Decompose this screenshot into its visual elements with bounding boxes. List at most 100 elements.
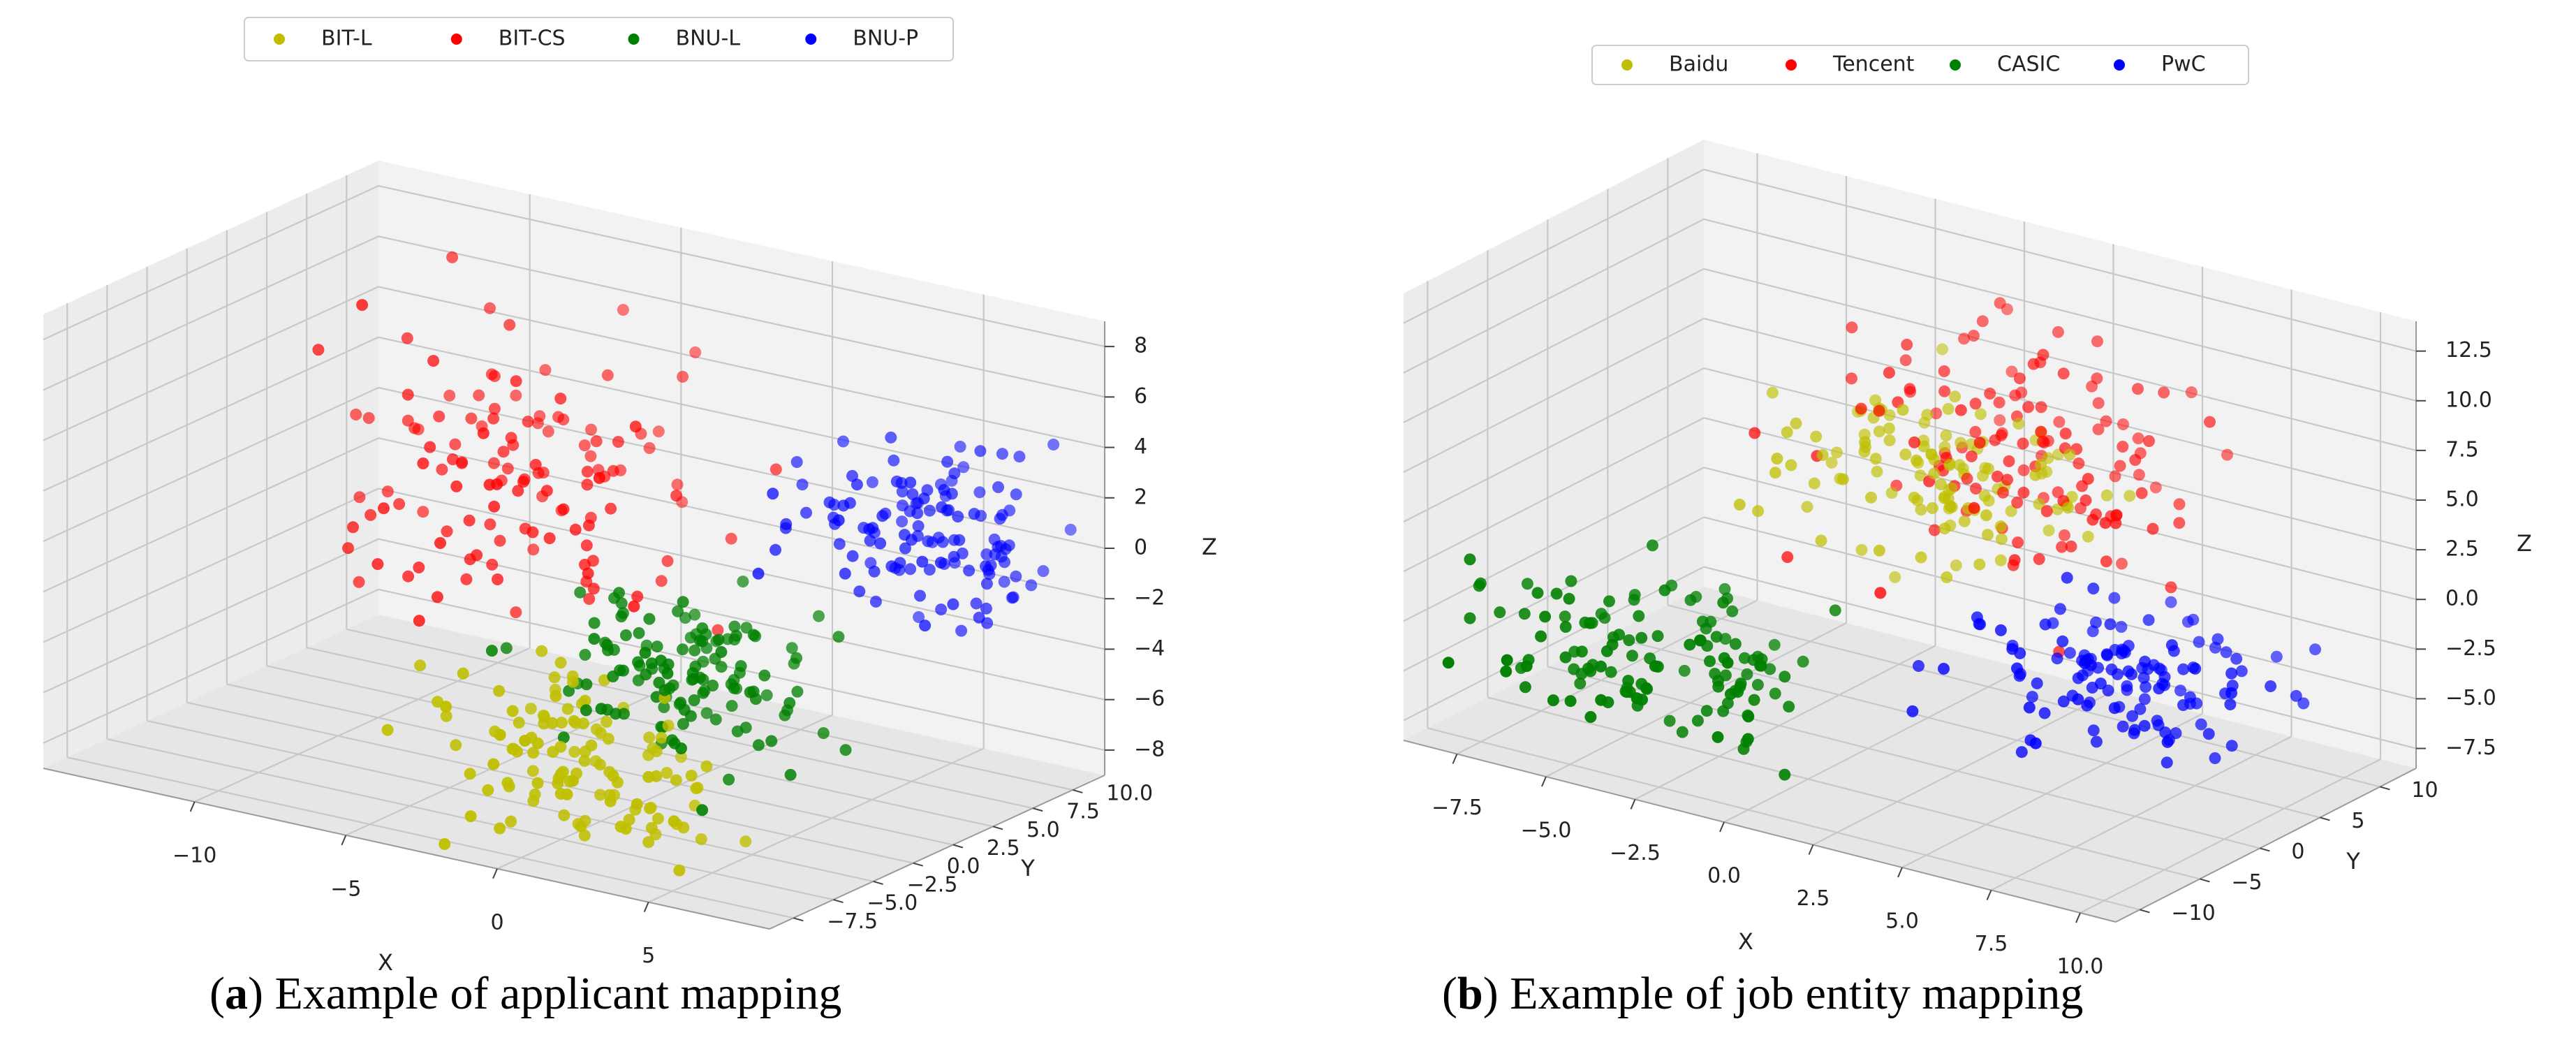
point-tencent (1930, 407, 1943, 420)
point-casic (1829, 604, 1841, 617)
point-casic (1719, 633, 1732, 645)
point-casic (1621, 686, 1633, 698)
point-pwc (2056, 635, 2069, 647)
z-tick-label: 0 (1134, 536, 1147, 560)
point-tencent (2117, 441, 2129, 453)
point-casic (1559, 610, 1571, 623)
point-bit-cs (531, 417, 544, 430)
x-axis-line (1403, 740, 2117, 923)
point-baidu (1978, 490, 1991, 502)
point-bnu-l (688, 694, 700, 706)
grid-z-left (1403, 168, 1705, 324)
point-casic (1595, 694, 1607, 706)
grid-y-floor (67, 756, 794, 919)
point-bit-l (607, 770, 619, 782)
point-tencent (2012, 536, 2024, 549)
point-bnu-p (941, 455, 954, 468)
point-tencent (2017, 486, 2030, 499)
point-pwc (2038, 707, 2051, 719)
point-pwc (2137, 671, 2150, 684)
point-bit-cs (540, 485, 553, 497)
point-tencent (1874, 587, 1887, 599)
grid-x-floor (648, 747, 985, 903)
point-tencent (1961, 472, 1973, 485)
grid-x-floor (1901, 713, 2203, 868)
point-tencent (1883, 367, 1895, 379)
grid-z-back (378, 386, 1105, 550)
point-bnu-p (846, 550, 859, 562)
point-bnu-p (832, 514, 845, 527)
x-tick (1719, 821, 1725, 833)
point-casic (1635, 631, 1648, 644)
point-bit-cs (494, 534, 506, 547)
point-tencent (2143, 435, 2155, 447)
point-bnu-l (686, 667, 699, 679)
y-tick-label: 10 (2411, 778, 2438, 803)
point-bnu-l (658, 701, 670, 713)
point-bit-cs (353, 576, 365, 588)
point-bnu-l (639, 647, 652, 659)
point-bit-l (594, 759, 606, 771)
point-bit-cs (517, 476, 529, 488)
point-pwc (2104, 618, 2117, 631)
x-axis-label: X (1738, 928, 1753, 955)
point-baidu (1781, 426, 1793, 439)
point-pwc (1971, 611, 1983, 624)
point-baidu (1938, 522, 1951, 535)
point-bnu-p (833, 538, 846, 550)
point-bnu-p (980, 602, 992, 615)
point-bit-l (604, 795, 617, 807)
point-bnu-p (974, 445, 987, 457)
point-tencent (2149, 481, 2162, 494)
point-baidu (1855, 543, 1868, 556)
point-bit-cs (487, 412, 500, 425)
point-casic (1564, 695, 1577, 708)
point-tencent (2158, 386, 2170, 399)
point-baidu (1928, 467, 1941, 480)
point-bnu-p (767, 488, 779, 500)
grid-y-floor (266, 665, 994, 828)
x-axis-label: X (378, 949, 393, 976)
x-tick-label: 5 (642, 944, 655, 968)
point-baidu (1973, 558, 1986, 571)
point-bit-l (440, 710, 452, 722)
point-casic (1647, 539, 1658, 552)
caption-b: (b) Example of job entity mapping (1442, 968, 2084, 1019)
point-pwc (2115, 621, 2128, 633)
point-pwc (2235, 665, 2248, 678)
point-pwc (2072, 672, 2084, 684)
point-pwc (2011, 662, 2023, 675)
point-tencent (2135, 487, 2148, 499)
point-tencent (2204, 416, 2216, 428)
point-bnu-p (911, 507, 924, 520)
point-baidu (1921, 409, 1934, 421)
point-casic (1575, 645, 1588, 658)
point-bit-cs (569, 523, 582, 536)
point-pwc (2121, 680, 2133, 692)
point-bnu-p (923, 504, 936, 517)
z-tick-label: 12.5 (2445, 338, 2492, 362)
point-bit-cs (590, 435, 603, 448)
x-tick-label: −10 (172, 843, 216, 867)
point-bit-cs (417, 506, 429, 518)
point-tencent (1969, 425, 1982, 438)
point-baidu (2124, 490, 2136, 502)
point-tencent (1846, 372, 1857, 385)
point-pwc (2174, 684, 2186, 697)
point-pwc (2161, 756, 2173, 769)
point-bit-l (548, 671, 561, 684)
point-baidu (1873, 544, 1885, 557)
y-tick-label: 2.5 (987, 836, 1020, 860)
point-bit-l (554, 657, 567, 669)
y-tick (2140, 909, 2150, 914)
point-pwc (2138, 693, 2151, 705)
point-bit-l (685, 770, 698, 782)
x-tick (1630, 799, 1636, 810)
point-bit-cs (488, 500, 501, 513)
point-bit-l (675, 751, 687, 763)
point-bit-cs (543, 532, 556, 545)
point-tencent (2033, 553, 2045, 565)
point-bnu-p (905, 534, 918, 546)
point-pwc (2051, 652, 2063, 665)
point-casic (1605, 666, 1617, 678)
